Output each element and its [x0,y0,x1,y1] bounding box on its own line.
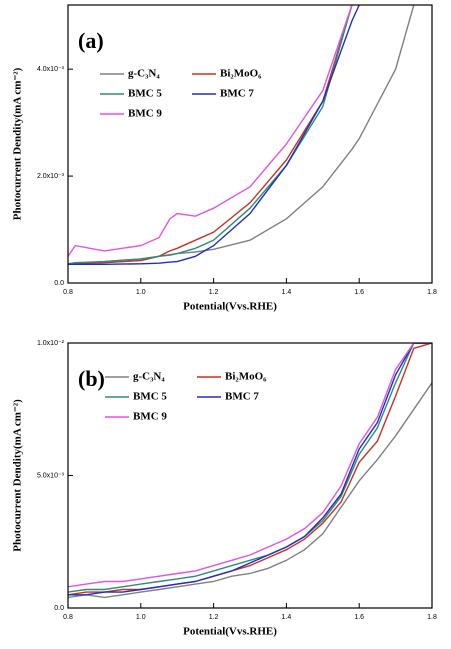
legend-label: BMC 7 [220,88,254,100]
series-line [68,5,415,265]
x-tick-label: 1.0 [136,289,146,296]
x-tick-label: 0.8 [63,614,73,621]
x-tick-label: 1.6 [354,614,364,621]
panel-label: (a) [78,28,104,53]
legend-label: g-C₃N₄ [133,371,165,383]
series-line [68,5,353,265]
y-tick-label: 0.0 [54,605,64,612]
panel-label: (b) [78,366,105,391]
plot-frame [67,4,433,284]
y-tick-label: 4.0x10⁻³ [37,66,65,73]
plot-lines [68,5,415,265]
series-line [68,5,353,257]
legend-label: BMC 9 [133,411,167,423]
legend-label: BMC 5 [133,391,167,403]
x-axis-label: Potential(Vvs.RHE) [183,626,277,638]
x-tick-label: 1.8 [427,614,437,621]
x-tick-label: 1.8 [427,289,437,296]
y-axis-label: Photocurrent Dendity(mA cm⁻²) [12,399,24,552]
panel: 0.8 1.0 1.2 1.4 1.6 1.8 0.0 5.0x10⁻³ 1.0x10⁻² g-C… [12,340,437,638]
legend-label: BMC 7 [225,391,259,403]
series-line [68,343,432,593]
plot-frame [67,342,433,609]
x-tick-label: 1.2 [209,289,219,296]
plot-lines [68,343,432,599]
y-tick-label: 0.0 [54,280,64,287]
x-tick-label: 1.0 [136,614,146,621]
series-line [68,5,360,265]
panel: 0.8 1.0 1.2 1.4 1.6 1.8 0.0 2.0x10⁻³ 4.0x10⁻³ g-C… [12,4,437,313]
legend-label: Bi₂MoO₆ [220,68,262,80]
x-tick-label: 1.6 [354,289,364,296]
y-axis-label: Photocurrent Dendity(mA cm⁻²) [12,67,24,220]
series-line [68,382,432,599]
x-tick-label: 1.4 [282,614,292,621]
legend-label: BMC 9 [128,108,162,120]
series-line [68,5,353,265]
series-line [68,343,432,596]
y-tick-label: 1.0x10⁻² [37,340,65,347]
legend-label: BMC 5 [128,88,162,100]
legend-label: Bi₂MoO₆ [225,371,267,383]
series-line [68,343,432,588]
x-tick-label: 1.4 [282,289,292,296]
y-tick-label: 5.0x10⁻³ [37,472,65,479]
x-tick-label: 1.2 [209,614,219,621]
y-tick-label: 2.0x10⁻³ [37,173,65,180]
series-line [68,343,432,596]
x-tick-label: 0.8 [63,289,73,296]
x-axis-label: Potential(Vvs.RHE) [183,301,277,313]
legend-label: g-C₃N₄ [128,68,160,80]
